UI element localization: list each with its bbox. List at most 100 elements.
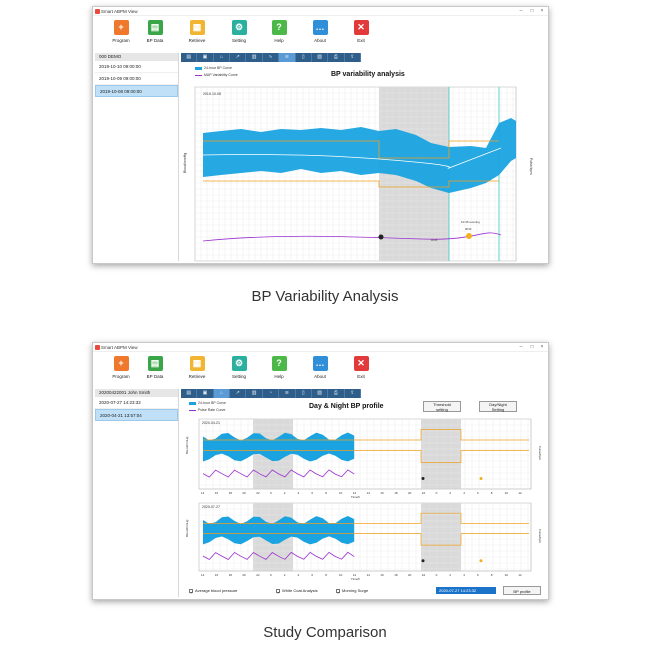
program-button[interactable]: + Program <box>101 356 141 386</box>
tab-export-icon[interactable]: ⇪ <box>345 389 361 398</box>
tab-doc-icon[interactable]: ▯ <box>296 389 312 398</box>
tab-bed-icon[interactable]: ⌂ <box>214 53 231 62</box>
tab-image-icon[interactable]: ▨ <box>312 389 329 398</box>
variability-chart: 2019-10-08 Blood/mmHg Pulse/bpm 10:45 eveni… <box>183 86 533 262</box>
record-item-selected[interactable]: 2019-10-08 09:00:00 <box>95 85 178 97</box>
help-button[interactable]: ? Help <box>259 20 299 50</box>
sun-icon <box>479 559 483 563</box>
tab-report-icon[interactable]: ▣ <box>197 389 214 398</box>
about-button[interactable]: … About <box>300 20 340 50</box>
title-bar: Smart ABPM View <box>93 7 548 16</box>
tab-variability-icon[interactable]: ≋ <box>279 389 296 398</box>
y-left-label: Blood/mmHg <box>185 519 189 537</box>
sun-icon <box>479 477 483 480</box>
program-label: Program <box>112 374 130 379</box>
x-tick-label: 0 <box>436 491 438 495</box>
tab-pie-icon[interactable]: ◔ <box>263 389 280 398</box>
threshold-line <box>203 180 499 188</box>
x-tick-label: 14 <box>201 491 205 495</box>
help-icon: ? <box>271 356 287 371</box>
x-tick-label: 4 <box>463 573 465 577</box>
about-icon: … <box>312 20 328 35</box>
help-label: Help <box>274 38 284 43</box>
moon-icon <box>421 559 425 563</box>
x-tick-label: 8 <box>491 573 493 577</box>
close-button[interactable]: × <box>540 8 544 14</box>
x-tick-label: 18 <box>229 491 233 495</box>
tab-print-icon[interactable]: ⎙ <box>328 389 345 398</box>
bp-data-button[interactable]: ▤ BP Data <box>135 356 175 386</box>
record-item[interactable]: 2019-10-10 09:00:00 <box>95 61 178 73</box>
x-tick-label: 0 <box>270 491 272 495</box>
tab-bar-icon[interactable]: ▥ <box>246 53 263 62</box>
threshold-line <box>203 450 529 463</box>
x-tick-label: 6 <box>311 491 313 495</box>
x-tick-label: 12 <box>518 573 522 577</box>
y-right-label: Pulse/bpm <box>538 446 542 461</box>
program-label: Program <box>112 38 130 43</box>
moon-icon <box>378 234 384 240</box>
pulse-curve <box>202 551 355 561</box>
tab-variability-icon[interactable]: ≋ <box>279 53 296 62</box>
maximize-button[interactable]: □ <box>530 8 534 14</box>
tab-bar-icon[interactable]: ▥ <box>246 389 263 398</box>
tab-trend-icon[interactable]: ↗ <box>230 389 247 398</box>
program-button[interactable]: + Program <box>101 20 141 50</box>
sun-icon <box>466 233 472 239</box>
threshold-setting-button[interactable]: Threshold setting <box>423 401 461 412</box>
x-tick-label: 0 <box>270 573 272 577</box>
tab-data-icon[interactable]: ▤ <box>181 389 198 398</box>
tab-bed-icon[interactable]: ⌂ <box>213 389 231 398</box>
tab-data-icon[interactable]: ▤ <box>181 53 198 62</box>
exit-button[interactable]: ✕ Exit <box>341 356 381 386</box>
retrieve-button[interactable]: ▦ Retrieve <box>177 356 217 386</box>
window-title: Smart ABPM View <box>101 345 138 350</box>
x-tick-label: 18 <box>394 491 398 495</box>
x-tick-label: 22 <box>422 573 426 577</box>
help-button[interactable]: ? Help <box>259 356 299 386</box>
chart-title: BP variability analysis <box>331 71 405 78</box>
day-night-setting-button[interactable]: Day/Night Setting <box>479 401 517 412</box>
bp-profile-button[interactable]: BP profile <box>503 586 541 595</box>
bp-data-button[interactable]: ▤ BP Data <box>135 20 175 50</box>
setting-button[interactable]: ⚙ Setting <box>219 20 259 50</box>
exit-icon: ✕ <box>353 20 369 35</box>
retrieve-button[interactable]: ▦ Retrieve <box>177 20 217 50</box>
x-tick-label: 8 <box>325 573 327 577</box>
record-item-selected[interactable]: 2020-04-21 13:57:04 <box>95 409 178 421</box>
x-tick-label: 12 <box>353 573 357 577</box>
white-coat-checkbox[interactable]: ✓ White Coat Analysis <box>276 588 318 595</box>
maximize-button[interactable]: □ <box>530 344 534 350</box>
y-right-label: Pulse/bpm <box>529 158 533 175</box>
tab-image-icon[interactable]: ▨ <box>312 53 329 62</box>
exit-label: Exit <box>357 38 365 43</box>
patient-header: 000 DEMO <box>95 53 178 61</box>
tab-trend-icon[interactable]: ↗ <box>230 53 247 62</box>
tab-line-icon[interactable]: ∿ <box>263 53 280 62</box>
exit-button[interactable]: ✕ Exit <box>341 20 381 50</box>
minimize-button[interactable]: – <box>519 8 523 14</box>
study-select[interactable]: 2020-07-27 14:23:32 <box>436 587 496 594</box>
x-tick-label: 18 <box>229 573 233 577</box>
record-item[interactable]: 2020-07-27 14:23:32 <box>95 397 178 409</box>
minimize-button[interactable]: – <box>519 344 523 350</box>
x-tick-label: 6 <box>477 573 479 577</box>
panel-date: 2020-04-21 <box>202 421 220 425</box>
tab-print-icon[interactable]: ⎙ <box>328 53 345 62</box>
caption-variability: BP Variability Analysis <box>251 288 399 305</box>
record-item[interactable]: 2019-10-09 09:00:00 <box>95 73 178 85</box>
x-tick-label: 4 <box>298 573 300 577</box>
setting-button[interactable]: ⚙ Setting <box>219 356 259 386</box>
program-icon: + <box>113 20 129 35</box>
average-bp-checkbox[interactable]: ✓ Average blood pressure <box>189 588 238 595</box>
close-button[interactable]: × <box>540 344 544 350</box>
tab-report-icon[interactable]: ▣ <box>197 53 214 62</box>
retrieve-label: Retrieve <box>188 38 206 43</box>
morning-surge-checkbox[interactable]: ✓ Morning Surge <box>336 588 369 595</box>
threshold-line <box>203 429 529 441</box>
about-button[interactable]: … About <box>300 356 340 386</box>
tab-doc-icon[interactable]: ▯ <box>296 53 312 62</box>
tab-export-icon[interactable]: ⇪ <box>345 53 361 62</box>
options-bar: ✓ Average blood pressure ✓ White Coat Anal… <box>181 585 546 597</box>
bp-mean-curve <box>202 147 502 169</box>
